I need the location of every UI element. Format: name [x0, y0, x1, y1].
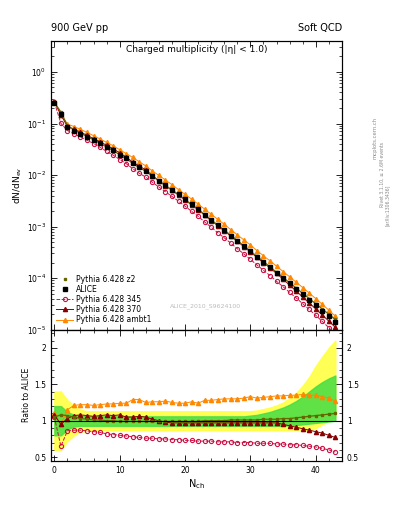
- Pythia 6.428 z2: [91, 137, 96, 143]
- Pythia 6.428 z2: [242, 243, 246, 249]
- Pythia 6.428 z2: [143, 168, 148, 174]
- Pythia 6.428 z2: [261, 259, 266, 265]
- Pythia 6.428 z2: [248, 248, 253, 254]
- Pythia 6.428 z2: [215, 222, 220, 228]
- Legend: Pythia 6.428 z2, ALICE, Pythia 6.428 345, Pythia 6.428 370, Pythia 6.428 ambt1: Pythia 6.428 z2, ALICE, Pythia 6.428 345…: [55, 273, 153, 326]
- Text: Soft QCD: Soft QCD: [298, 23, 342, 33]
- Line: Pythia 6.428 z2: Pythia 6.428 z2: [53, 101, 337, 321]
- Pythia 6.428 z2: [294, 285, 299, 291]
- Pythia 6.428 z2: [118, 152, 122, 158]
- Text: [arXiv:1306.3436]: [arXiv:1306.3436]: [385, 184, 389, 226]
- Pythia 6.428 z2: [228, 232, 233, 239]
- Pythia 6.428 z2: [183, 196, 187, 202]
- Pythia 6.428 z2: [156, 178, 161, 184]
- Pythia 6.428 z2: [327, 311, 331, 317]
- X-axis label: N$_{\rm ch}$: N$_{\rm ch}$: [188, 477, 205, 491]
- Pythia 6.428 z2: [150, 174, 155, 180]
- Pythia 6.428 z2: [196, 206, 200, 212]
- Pythia 6.428 z2: [300, 290, 305, 296]
- Pythia 6.428 z2: [333, 316, 338, 323]
- Pythia 6.428 z2: [209, 217, 213, 223]
- Pythia 6.428 z2: [72, 126, 76, 133]
- Pythia 6.428 z2: [189, 202, 194, 208]
- Pythia 6.428 z2: [313, 301, 318, 307]
- Pythia 6.428 z2: [98, 140, 103, 146]
- Pythia 6.428 z2: [78, 130, 83, 136]
- Text: ALICE_2010_S9624100: ALICE_2010_S9624100: [170, 304, 241, 309]
- Pythia 6.428 z2: [59, 109, 63, 115]
- Pythia 6.428 z2: [274, 269, 279, 275]
- Pythia 6.428 z2: [235, 238, 240, 244]
- Pythia 6.428 z2: [255, 253, 259, 260]
- Pythia 6.428 z2: [176, 191, 181, 198]
- Pythia 6.428 z2: [202, 211, 207, 218]
- Y-axis label: Ratio to ALICE: Ratio to ALICE: [22, 368, 31, 422]
- Pythia 6.428 z2: [268, 264, 272, 270]
- Pythia 6.428 z2: [52, 99, 57, 105]
- Pythia 6.428 z2: [307, 295, 312, 302]
- Pythia 6.428 z2: [281, 274, 285, 281]
- Pythia 6.428 z2: [287, 280, 292, 286]
- Pythia 6.428 z2: [104, 144, 109, 150]
- Pythia 6.428 z2: [320, 306, 325, 312]
- Pythia 6.428 z2: [84, 133, 89, 139]
- Text: Rivet 3.1.10, ≥ 2.6M events: Rivet 3.1.10, ≥ 2.6M events: [380, 142, 384, 206]
- Pythia 6.428 z2: [222, 227, 227, 233]
- Pythia 6.428 z2: [130, 160, 135, 166]
- Pythia 6.428 z2: [124, 156, 129, 162]
- Pythia 6.428 z2: [111, 147, 116, 154]
- Y-axis label: dN/dN$_{\rm ev}$: dN/dN$_{\rm ev}$: [12, 166, 24, 204]
- Pythia 6.428 z2: [170, 187, 174, 193]
- Text: Charged multiplicity (|η| < 1.0): Charged multiplicity (|η| < 1.0): [126, 45, 267, 54]
- Pythia 6.428 z2: [65, 122, 70, 129]
- Pythia 6.428 z2: [163, 182, 168, 188]
- Text: mcplots.cern.ch: mcplots.cern.ch: [373, 117, 378, 159]
- Pythia 6.428 z2: [137, 165, 141, 171]
- Text: 900 GeV pp: 900 GeV pp: [51, 23, 108, 33]
